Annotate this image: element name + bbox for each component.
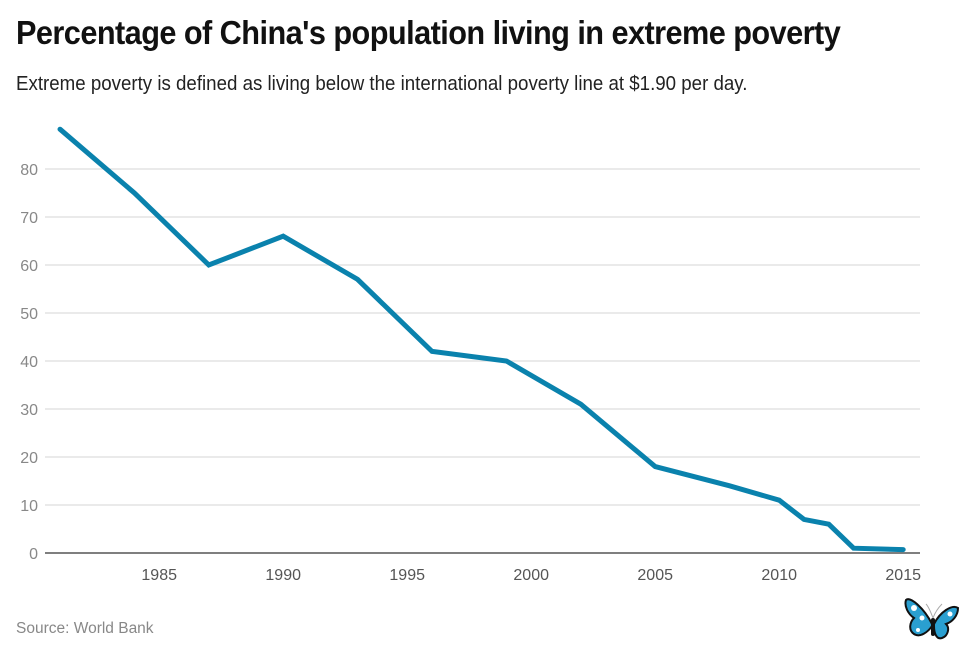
x-tick-label: 1995 — [389, 567, 425, 584]
y-tick-label: 0 — [29, 546, 38, 563]
y-tick-label: 30 — [20, 402, 38, 419]
y-tick-label: 20 — [20, 450, 38, 467]
y-tick-label: 50 — [20, 306, 38, 323]
butterfly-logo-icon — [900, 588, 964, 648]
x-tick-label: 1990 — [265, 567, 301, 584]
y-axis-ticks: 0 10 20 30 40 50 60 70 80 — [20, 162, 38, 563]
x-tick-label: 2010 — [761, 567, 797, 584]
y-tick-label: 70 — [20, 210, 38, 227]
y-tick-label: 10 — [20, 498, 38, 515]
source-note: Source: World Bank — [16, 620, 154, 637]
x-tick-label: 2015 — [885, 567, 921, 584]
gridlines — [45, 168, 920, 506]
x-tick-label: 1985 — [141, 567, 177, 584]
chart-title: Percentage of China's population living … — [16, 14, 841, 51]
x-tick-label: 2000 — [513, 567, 549, 584]
chart-subtitle: Extreme poverty is defined as living bel… — [16, 73, 748, 95]
x-tick-label: 2005 — [637, 567, 673, 584]
y-tick-label: 60 — [20, 258, 38, 275]
series-line — [57, 126, 906, 553]
series-layer — [57, 126, 906, 553]
y-tick-label: 80 — [20, 162, 38, 179]
y-tick-label: 40 — [20, 354, 38, 371]
x-axis-ticks: 1985 1990 1995 2000 2005 2010 2015 — [141, 567, 921, 584]
